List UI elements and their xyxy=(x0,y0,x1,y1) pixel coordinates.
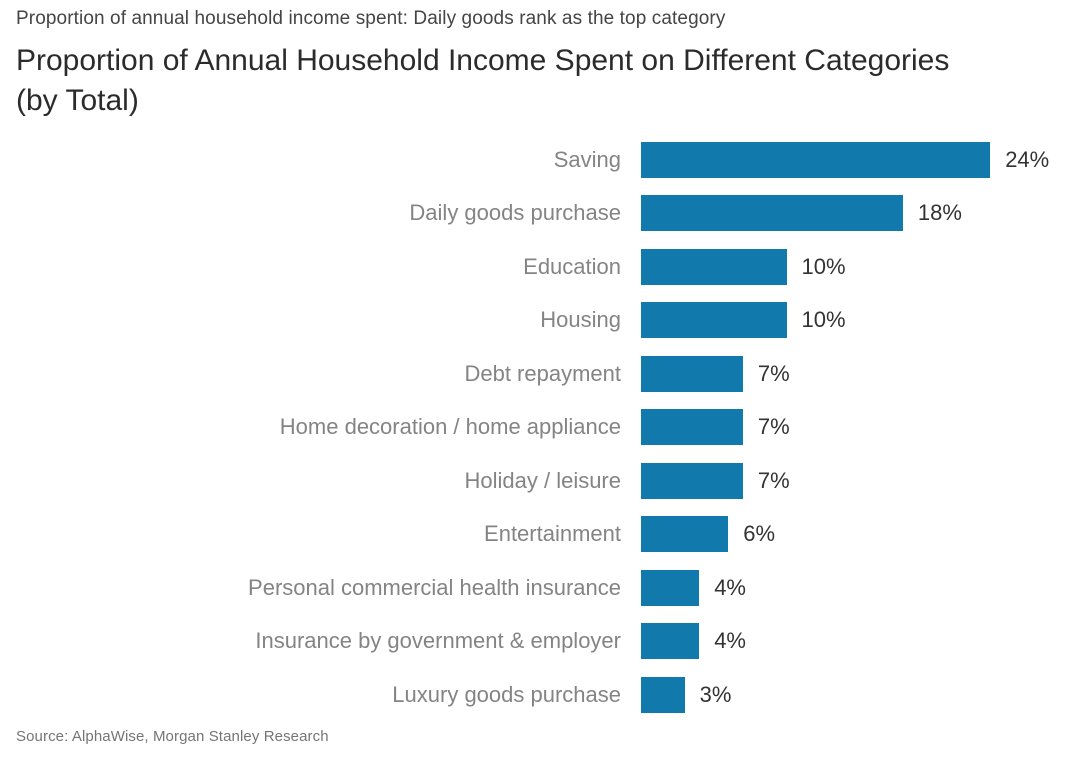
category-label: Housing xyxy=(540,307,621,333)
category-label: Education xyxy=(523,253,621,279)
bar-area: 24% xyxy=(641,141,1064,178)
bar-area: 4% xyxy=(641,623,1064,660)
category-label: Holiday / leisure xyxy=(464,467,621,493)
value-label: 10% xyxy=(801,307,846,333)
bar-area: 3% xyxy=(641,676,1064,713)
chart-row: Housing 10% xyxy=(16,294,1064,348)
value-label: 4% xyxy=(714,574,746,600)
chart-row: Personal commercial health insurance 4% xyxy=(16,561,1064,615)
value-label: 7% xyxy=(757,414,790,440)
bar xyxy=(641,569,700,606)
chart-row: Education 10% xyxy=(16,240,1064,294)
bar xyxy=(641,248,787,285)
source-note: Source: AlphaWise, Morgan Stanley Resear… xyxy=(16,727,329,745)
bar-area: 10% xyxy=(641,302,1064,339)
category-label: Saving xyxy=(553,146,621,172)
category-label: Home decoration / home appliance xyxy=(279,414,621,440)
chart-kicker: Proportion of annual household income sp… xyxy=(16,8,726,29)
category-label: Personal commercial health insurance xyxy=(248,574,621,600)
bar xyxy=(641,195,903,232)
bar xyxy=(641,676,685,713)
value-label: 24% xyxy=(1005,146,1050,172)
value-label: 4% xyxy=(714,628,746,654)
bar-area: 6% xyxy=(641,516,1064,553)
bar-area: 7% xyxy=(641,355,1064,392)
bar xyxy=(641,462,743,499)
bar-area: 10% xyxy=(641,248,1064,285)
chart-row: Saving 24% xyxy=(16,133,1064,187)
value-label: 7% xyxy=(757,467,790,493)
category-label: Debt repayment xyxy=(464,360,621,386)
chart-row: Daily goods purchase 18% xyxy=(16,187,1064,241)
category-label: Entertainment xyxy=(484,521,621,547)
bar-area: 18% xyxy=(641,195,1064,232)
value-label: 7% xyxy=(757,360,790,386)
category-label: Luxury goods purchase xyxy=(392,681,621,707)
bar xyxy=(641,355,743,392)
chart-row: Debt repayment 7% xyxy=(16,347,1064,401)
bar xyxy=(641,141,991,178)
category-label: Daily goods purchase xyxy=(409,200,621,226)
category-label: Insurance by government & employer xyxy=(255,628,621,654)
chart-row: Holiday / leisure 7% xyxy=(16,454,1064,508)
chart-title: Proportion of Annual Household Income Sp… xyxy=(16,44,950,117)
value-label: 18% xyxy=(917,200,962,226)
bar xyxy=(641,623,700,660)
chart-row: Insurance by government & employer 4% xyxy=(16,615,1064,669)
bar xyxy=(641,409,743,446)
bar xyxy=(641,516,729,553)
bar-area: 7% xyxy=(641,462,1064,499)
bar-area: 7% xyxy=(641,409,1064,446)
bar-chart: Saving 24% Daily goods purchase 18% Educ… xyxy=(16,133,1064,722)
bar-area: 4% xyxy=(641,569,1064,606)
value-label: 6% xyxy=(743,521,776,547)
bar xyxy=(641,302,787,339)
value-label: 10% xyxy=(801,253,846,279)
chart-row: Home decoration / home appliance 7% xyxy=(16,401,1064,455)
chart-row: Luxury goods purchase 3% xyxy=(16,668,1064,722)
chart-row: Entertainment 6% xyxy=(16,508,1064,562)
value-label: 3% xyxy=(699,681,732,707)
